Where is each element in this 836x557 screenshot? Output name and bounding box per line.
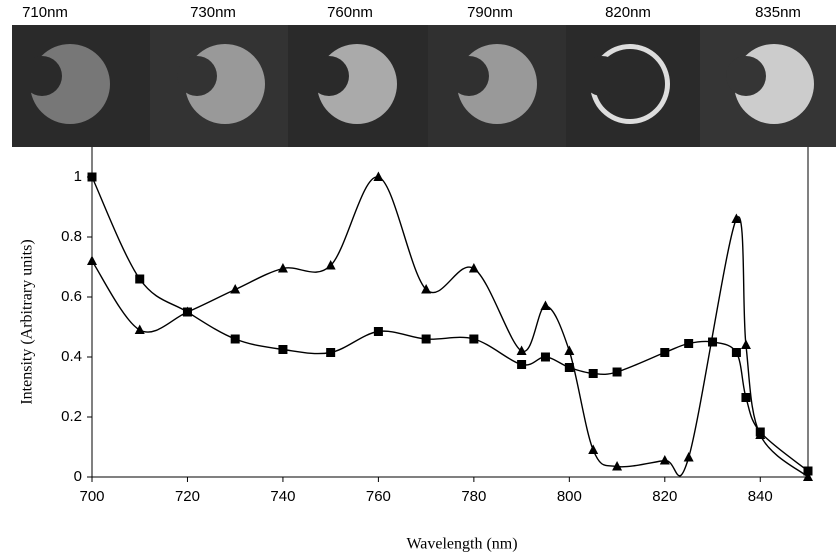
x-tick-label: 720 (175, 488, 200, 505)
square-marker (588, 369, 598, 378)
x-tick-label: 780 (461, 488, 486, 505)
square-marker (135, 274, 145, 284)
square-marker (660, 348, 670, 357)
triangle-marker (325, 260, 336, 270)
series-line (91, 176, 809, 472)
x-tick-label: 700 (79, 488, 104, 505)
triangle-marker (659, 455, 670, 465)
square-marker (469, 334, 479, 344)
x-tick-label: 840 (748, 488, 773, 505)
square-marker (230, 334, 240, 344)
y-tick-label: 0.4 (61, 348, 82, 365)
square-marker (741, 393, 751, 402)
square-marker (278, 345, 288, 354)
triangle-marker (516, 345, 527, 355)
image-strip (12, 25, 836, 147)
triangle-marker (277, 263, 288, 273)
panel-label: 760nm (327, 4, 373, 21)
x-tick-label: 820 (652, 488, 677, 505)
triangle-marker (755, 429, 766, 439)
square-marker (87, 172, 97, 182)
square-marker (517, 360, 527, 369)
triangle-marker (612, 461, 623, 471)
triangle-marker (230, 284, 241, 294)
triangle-marker (588, 444, 599, 454)
series-line (91, 176, 809, 478)
y-tick-label: 1 (74, 168, 82, 185)
triangle-marker (182, 306, 193, 316)
panel-label: 710nm (22, 4, 68, 21)
triangle-marker (803, 471, 813, 481)
panel-label: 820nm (605, 4, 651, 21)
x-axis-label: Wavelength (nm) (406, 536, 517, 553)
x-tick-label: 740 (270, 488, 295, 505)
triangle-marker (373, 171, 384, 181)
x-tick-label: 800 (557, 488, 582, 505)
y-axis-label: Intensity (Arbitrary units) (19, 239, 36, 404)
square-marker (803, 466, 813, 476)
triangle-marker (421, 284, 432, 294)
triangle-marker (540, 300, 551, 310)
y-tick-label: 0.8 (61, 228, 82, 245)
square-marker (708, 337, 718, 347)
triangle-marker (731, 213, 742, 223)
square-marker (540, 352, 550, 362)
triangle-marker (564, 345, 575, 355)
y-tick-label: 0.6 (61, 288, 82, 305)
y-tick-label: 0 (74, 468, 82, 485)
panel-label: 835nm (755, 4, 801, 21)
square-marker (373, 327, 383, 336)
triangle-marker (683, 452, 694, 462)
triangle-marker (740, 339, 751, 349)
triangle-marker (468, 263, 479, 273)
square-marker (421, 334, 431, 344)
square-marker (612, 367, 622, 377)
square-marker (326, 348, 336, 357)
y-tick-label: 0.2 (61, 408, 82, 425)
panel-label: 790nm (467, 4, 513, 21)
square-marker (564, 363, 574, 372)
x-tick-label: 760 (366, 488, 391, 505)
triangle-marker (134, 324, 145, 334)
triangle-marker (87, 255, 97, 265)
panel-label: 730nm (190, 4, 236, 21)
square-marker (731, 348, 741, 357)
square-marker (684, 339, 694, 348)
